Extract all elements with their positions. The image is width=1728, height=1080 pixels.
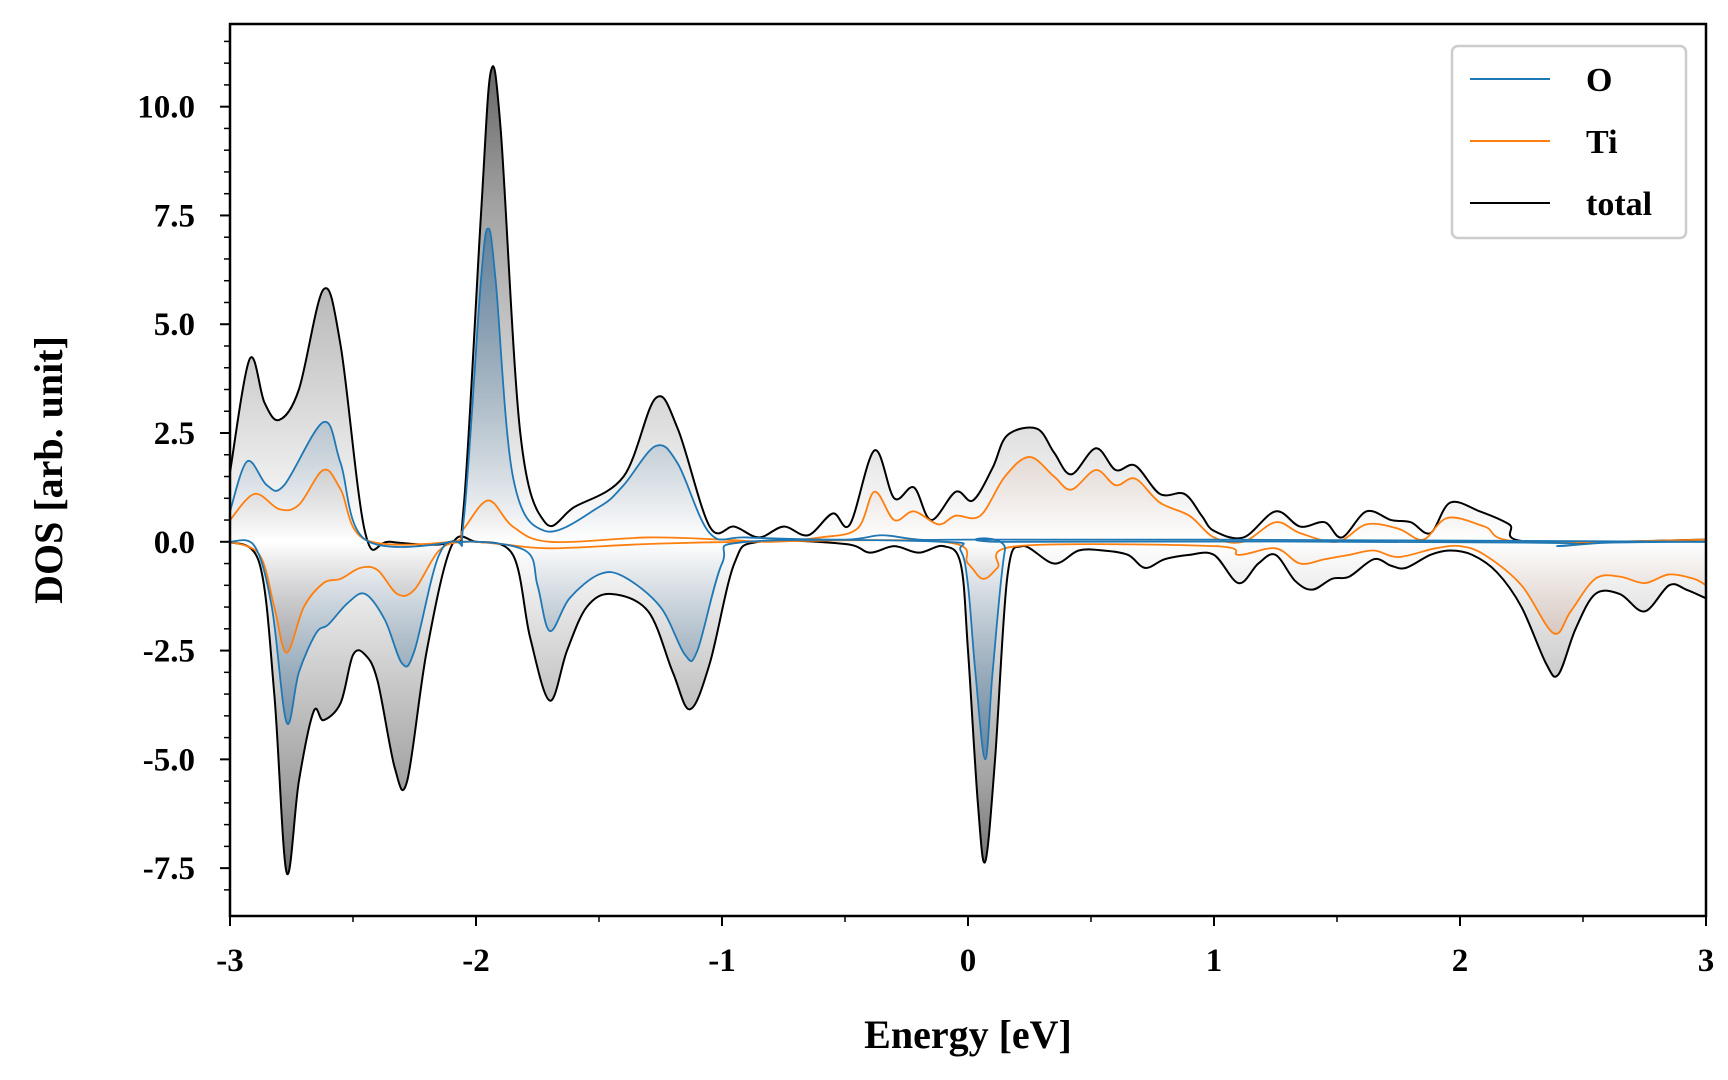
x-tick-label: -1 bbox=[708, 943, 736, 979]
y-tick-label: -7.5 bbox=[143, 851, 195, 887]
x-axis-title: Energy [eV] bbox=[864, 1012, 1072, 1057]
y-axis-title: DOS [arb. unit] bbox=[26, 336, 71, 604]
x-tick-label: 0 bbox=[960, 943, 977, 979]
x-tick-label: -3 bbox=[216, 943, 244, 979]
tick-layer bbox=[220, 40, 1707, 926]
legend-label-o: O bbox=[1586, 62, 1612, 99]
legend: O Ti total bbox=[1450, 44, 1688, 240]
line-o-down bbox=[229, 537, 1707, 761]
line-o-up bbox=[229, 227, 1707, 548]
x-tick-label: 1 bbox=[1206, 943, 1223, 979]
y-tick-label: -2.5 bbox=[143, 634, 195, 670]
y-tick-label: 0.0 bbox=[154, 525, 195, 561]
x-tick-label: -2 bbox=[462, 943, 490, 979]
legend-label-ti: Ti bbox=[1586, 124, 1618, 161]
tick-label-layer: -3 -2 -1 0 1 2 3 -7.5 -5.0 -2.5 0.0 2.5 5.0 7.5 10.0 bbox=[137, 90, 1714, 979]
legend-box bbox=[1450, 44, 1688, 240]
y-tick-label: 5.0 bbox=[154, 307, 195, 343]
x-tick-label: 3 bbox=[1698, 943, 1715, 979]
fill-ti-up bbox=[230, 456, 1706, 545]
y-tick-label: 10.0 bbox=[137, 90, 195, 126]
y-tick-label: 7.5 bbox=[154, 198, 195, 234]
legend-label-total: total bbox=[1586, 186, 1652, 223]
line-ti-down bbox=[229, 539, 1707, 654]
y-tick-label: -5.0 bbox=[143, 742, 195, 778]
y-tick-label: 2.5 bbox=[154, 416, 195, 452]
x-tick-label: 2 bbox=[1452, 943, 1469, 979]
line-total-down bbox=[229, 535, 1707, 876]
line-layer bbox=[229, 65, 1707, 876]
